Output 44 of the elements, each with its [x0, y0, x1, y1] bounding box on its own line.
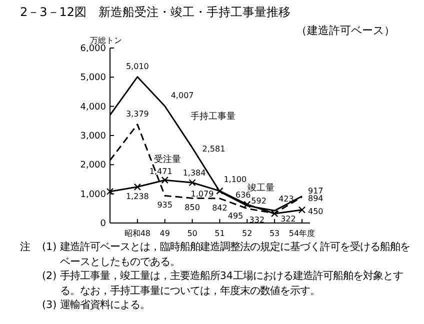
- text: 注: [20, 240, 30, 254]
- data-label: 1,471: [149, 167, 172, 176]
- y-axis-title: 万総トン: [90, 36, 122, 45]
- data-label: 423: [278, 194, 294, 204]
- data-label: 1,100: [224, 174, 247, 184]
- x-tick-label: 49: [160, 229, 170, 238]
- data-label: 1,079: [190, 190, 214, 199]
- text: (3) 運輸省資料による。: [42, 298, 151, 312]
- data-label: 322: [280, 214, 296, 224]
- x-tick-label: 50: [187, 229, 198, 238]
- data-label: 917: [308, 186, 324, 196]
- y-tick-label: 2,000: [80, 160, 106, 171]
- data-label: 5,010: [126, 62, 149, 71]
- y-tick-label: 6,000: [80, 44, 106, 54]
- y-tick-label: 5,000: [80, 73, 106, 84]
- data-label: 592: [251, 196, 266, 206]
- series-label: 手持工事量: [190, 110, 236, 122]
- x-tick-label: 51: [214, 229, 225, 238]
- y-tick-label: 3,000: [80, 132, 106, 142]
- data-label: 935: [157, 200, 172, 210]
- data-label: 894: [308, 194, 324, 203]
- x-tick-label: 53: [269, 229, 280, 238]
- y-tick-label: 0: [100, 219, 106, 229]
- x-tick-label: 52: [242, 229, 252, 238]
- x-tick-label: 54年度: [288, 229, 316, 238]
- y-tick-label: 1,000: [80, 190, 106, 200]
- data-label: 1,384: [182, 168, 206, 178]
- data-label: 842: [212, 203, 228, 212]
- chart-title: 2－3－12図 新造船受注・竣工・手持工事量推移: [20, 5, 291, 19]
- data-label: 2,581: [202, 144, 226, 154]
- text: （建造許可ベース）: [296, 24, 395, 37]
- data-label: 332: [249, 215, 265, 224]
- data-label: 495: [228, 212, 244, 221]
- text: (2) 手持工事量，竣工量は，主要造船所34工場における建造許可船舶を対象とする。なお，手持工事量については，年度末の数値を示す。: [42, 269, 404, 298]
- text: (1) 建造許可ベースとは，臨時船舶建造調整法の規定に基づく許可を受ける船舶をベースとしたものである。: [42, 240, 411, 269]
- data-label: 636: [236, 190, 251, 200]
- data-label: 1,238: [126, 192, 149, 201]
- data-label: 3,379: [126, 109, 149, 118]
- data-label: 4,007: [170, 91, 194, 100]
- data-label: 850: [184, 203, 200, 212]
- x-tick-label: 昭和48: [124, 229, 151, 238]
- series-label: 受注量: [154, 154, 182, 166]
- data-label: 450: [308, 206, 324, 216]
- y-tick-label: 4,000: [80, 102, 106, 112]
